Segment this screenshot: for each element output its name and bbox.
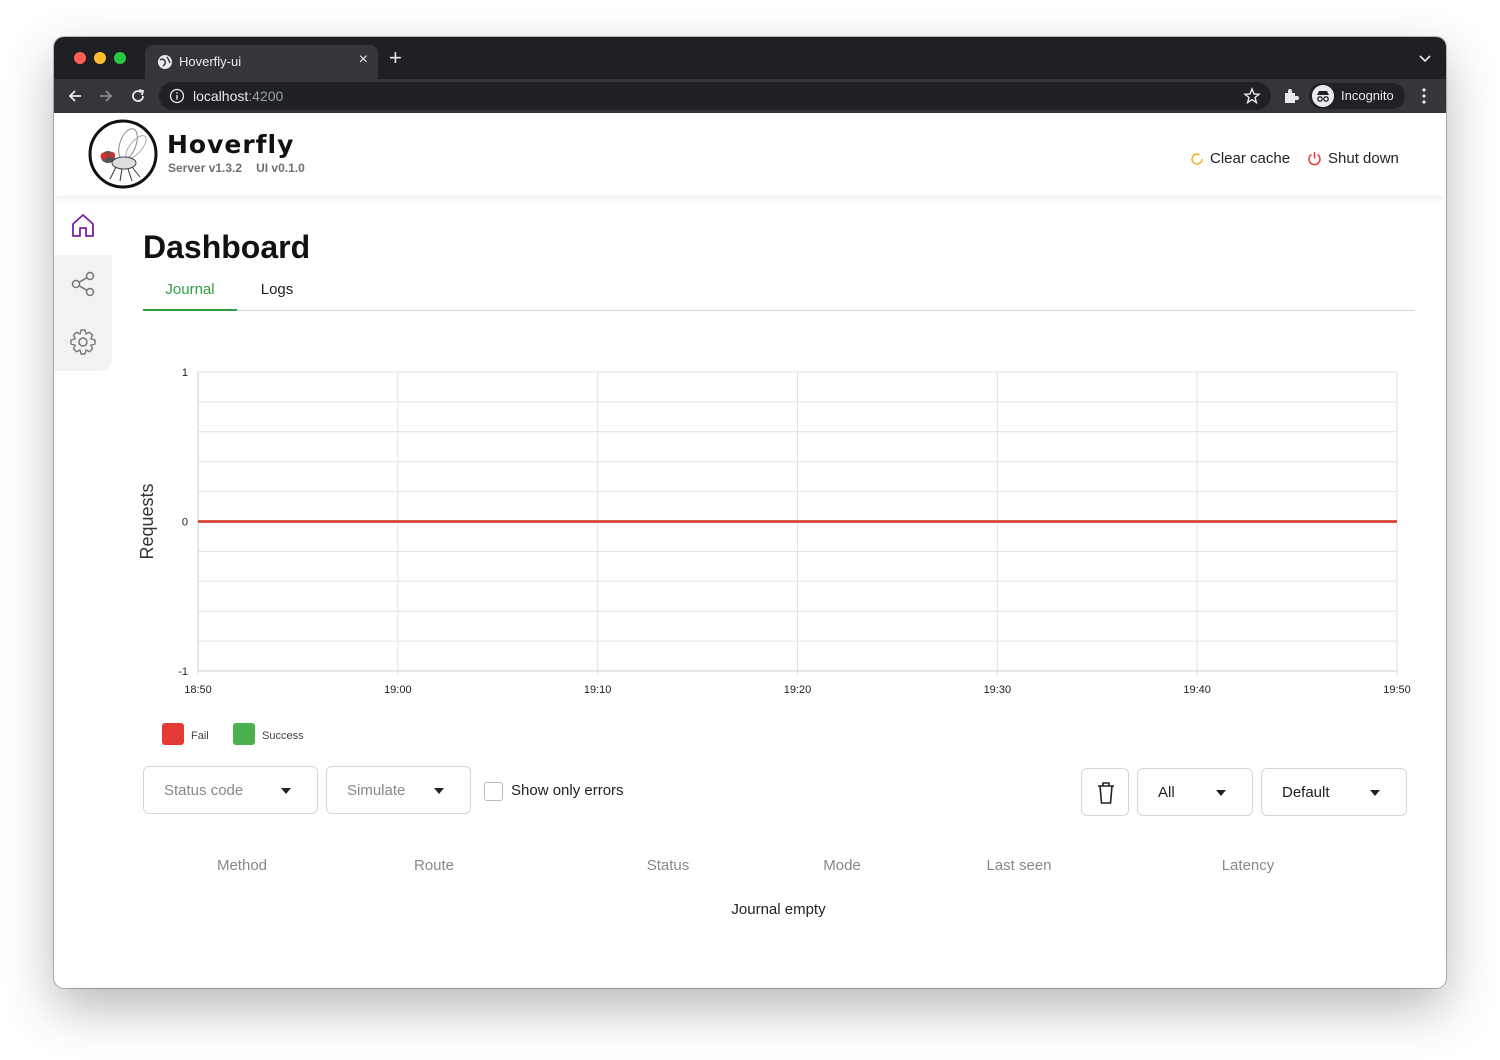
more-menu-icon[interactable] [1416, 87, 1432, 105]
power-icon [1308, 152, 1321, 166]
sidebar [54, 196, 112, 371]
caret-down-icon [1370, 790, 1380, 796]
journal-empty-message: Journal empty [731, 901, 826, 918]
version-info: Server v1.3.2 UI v0.1.0 [168, 161, 305, 175]
minimize-window-button[interactable] [94, 52, 106, 64]
caret-down-icon [1216, 790, 1226, 796]
time-range-value: All [1158, 784, 1175, 801]
x-tick-label: 19:30 [984, 684, 1012, 696]
x-tick-label: 19:00 [384, 684, 412, 696]
brand-name: Hoverfly [167, 130, 295, 159]
trash-icon [1098, 782, 1114, 804]
errors-only-label[interactable]: Show only errors [511, 782, 624, 799]
clear-journal-button[interactable] [1081, 768, 1129, 816]
address-bar[interactable]: localhost:4200 [159, 82, 1271, 110]
incognito-icon [1312, 85, 1334, 107]
legend-label-fail: Fail [191, 730, 209, 742]
time-range-dropdown[interactable]: All [1137, 768, 1253, 816]
dashboard-tabs: Journal Logs [143, 274, 1415, 311]
close-tab-icon[interactable]: × [358, 51, 368, 68]
status-code-dropdown[interactable]: Status code [143, 766, 318, 814]
shut-down-label: Shut down [1328, 150, 1399, 167]
new-tab-icon[interactable]: + [389, 45, 402, 70]
legend-label-success: Success [262, 730, 304, 742]
globe-icon [158, 55, 172, 69]
y-axis-title: Requests [137, 483, 157, 559]
incognito-profile-button[interactable]: Incognito [1309, 83, 1405, 109]
chevron-down-icon[interactable] [1418, 51, 1432, 65]
column-method[interactable]: Method [216, 857, 268, 874]
share-icon[interactable] [68, 269, 98, 299]
url-text: localhost:4200 [193, 88, 284, 104]
legend-swatch-fail [162, 723, 184, 745]
column-status[interactable]: Status [646, 857, 690, 874]
column-latency[interactable]: Latency [1221, 857, 1275, 874]
close-window-button[interactable] [74, 52, 86, 64]
page-title: Dashboard [143, 229, 311, 265]
profile-label: Incognito [1341, 88, 1394, 103]
sidebar-item-home[interactable] [54, 196, 112, 255]
hoverfly-logo[interactable] [88, 119, 158, 189]
maximize-window-button[interactable] [114, 52, 126, 64]
column-last-seen[interactable]: Last seen [986, 857, 1052, 874]
x-tick-label: 19:20 [784, 684, 812, 696]
legend-swatch-success [233, 723, 255, 745]
y-tick-label: 0 [182, 517, 188, 529]
status-code-placeholder: Status code [164, 782, 244, 799]
requests-chart: 1 0 -1 18:50 19:00 19:10 19:20 19:30 19:40 19:50 R… [137, 367, 1411, 745]
ui-version: UI v0.1.0 [256, 161, 305, 175]
sort-value: Default [1282, 784, 1330, 801]
clear-cache-button[interactable]: Clear cache [1190, 150, 1290, 167]
caret-down-icon [281, 788, 291, 794]
x-tick-label: 19:40 [1183, 684, 1211, 696]
tab-journal[interactable]: Journal [143, 274, 237, 311]
browser-window: Hoverfly-ui × + localhost:4200 [54, 37, 1446, 988]
shut-down-button[interactable]: Shut down [1307, 150, 1399, 167]
y-tick-label: -1 [178, 666, 188, 678]
bookmark-star-icon[interactable] [1243, 87, 1261, 105]
x-tick-label: 19:10 [584, 684, 612, 696]
browser-toolbar: localhost:4200 Incognito [54, 79, 1446, 113]
clear-cache-label: Clear cache [1210, 150, 1291, 167]
caret-down-icon [434, 788, 444, 794]
gear-icon[interactable] [68, 327, 98, 357]
browser-tab[interactable]: Hoverfly-ui × [145, 45, 378, 79]
server-version: Server v1.3.2 [168, 161, 243, 175]
column-mode[interactable]: Mode [823, 857, 861, 874]
mode-placeholder: Simulate [347, 782, 406, 799]
x-tick-label: 19:50 [1383, 684, 1411, 696]
errors-only-checkbox[interactable] [484, 782, 503, 801]
info-icon[interactable] [169, 88, 185, 104]
refresh-icon [1191, 152, 1203, 165]
x-tick-label: 18:50 [184, 684, 212, 696]
browser-tab-strip: Hoverfly-ui × + [54, 37, 1446, 79]
y-tick-label: 1 [182, 367, 188, 379]
sort-dropdown[interactable]: Default [1261, 768, 1407, 816]
home-icon [72, 214, 94, 237]
app-header: Hoverfly Server v1.3.2 UI v0.1.0 Clear ca… [54, 113, 1446, 196]
tab-logs[interactable]: Logs [260, 281, 294, 298]
forward-arrow-icon[interactable] [97, 87, 115, 105]
column-route[interactable]: Route [413, 857, 455, 874]
back-arrow-icon[interactable] [66, 87, 84, 105]
mode-dropdown[interactable]: Simulate [326, 766, 471, 814]
extensions-icon[interactable] [1282, 87, 1300, 105]
reload-icon[interactable] [129, 87, 147, 105]
browser-tab-title: Hoverfly-ui [179, 54, 242, 69]
